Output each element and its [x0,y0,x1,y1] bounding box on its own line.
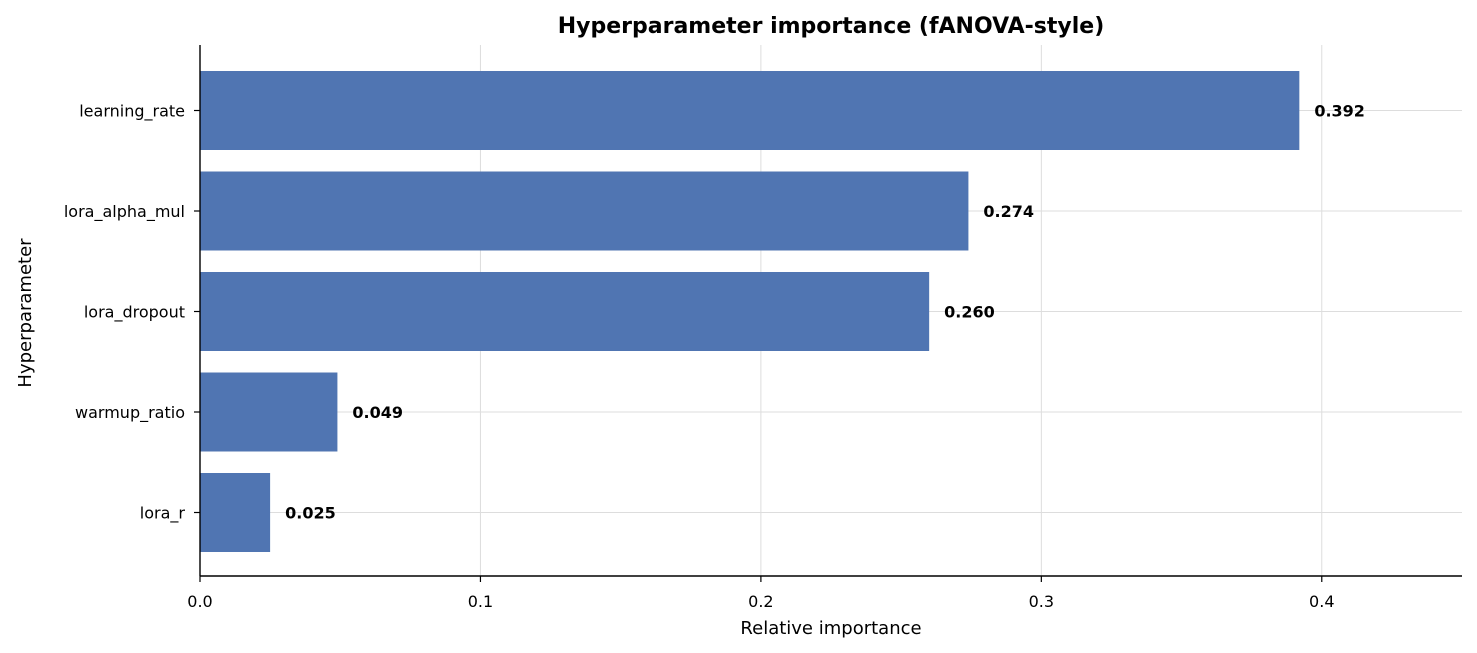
x-tick-label: 0.2 [748,592,773,611]
bar-lora_dropout [200,272,930,351]
bar-learning_rate [200,71,1300,150]
bar-lora_alpha_mul [200,171,969,251]
x-tick-label: 0.4 [1309,592,1334,611]
bars [200,71,1300,552]
y-tick-label: lora_dropout [84,303,185,323]
axes [194,45,1462,582]
labels: 0.392 learning_rate 0.274 lora_alpha_mul 0.2… [64,102,1365,612]
x-axis-label: Relative importance [740,618,921,639]
x-tick-label: 0.1 [468,592,493,611]
value-label: 0.260 [944,303,995,322]
y-axis-label: Hyperparameter [15,238,36,388]
y-tick-label: learning_rate [79,102,185,122]
y-tick-label: lora_r [140,504,186,524]
bar-lora_r [200,473,271,552]
value-label: 0.025 [285,504,336,523]
y-tick-label: warmup_ratio [75,403,185,423]
bar-warmup_ratio [200,372,338,452]
value-label: 0.049 [352,403,403,422]
x-tick-label: 0.3 [1029,592,1054,611]
y-tick-label: lora_alpha_mul [64,202,185,222]
chart-title: Hyperparameter importance (fANOVA-style) [558,14,1105,39]
value-label: 0.392 [1314,102,1365,121]
value-label: 0.274 [983,202,1034,221]
x-tick-label: 0.0 [187,592,212,611]
